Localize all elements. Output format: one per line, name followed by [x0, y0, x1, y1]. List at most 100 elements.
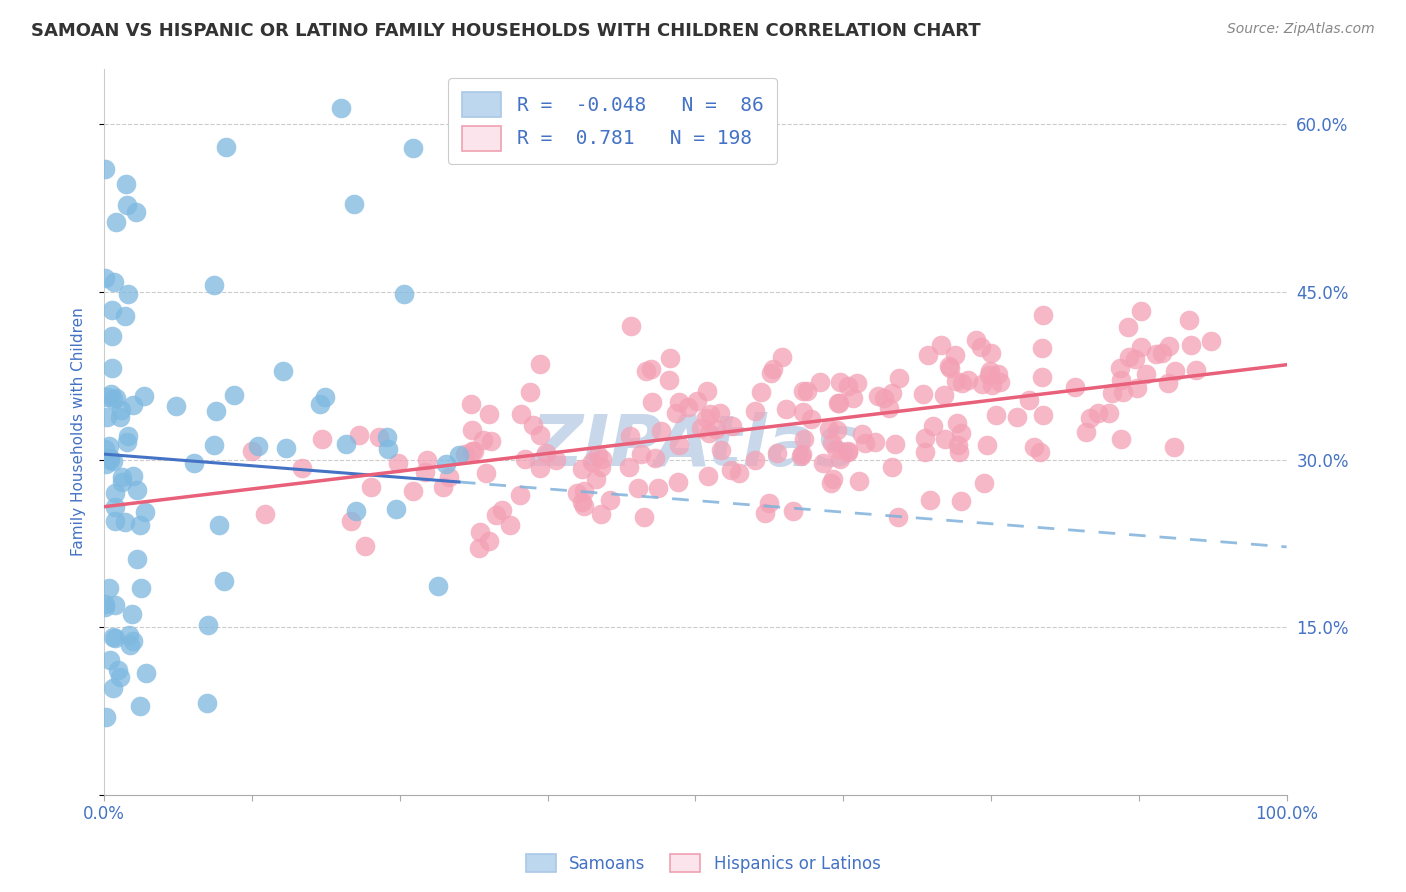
- Point: [887, 371, 910, 385]
- Point: [1031, 341, 1053, 355]
- Point: [107, 663, 129, 677]
- Point: [948, 444, 970, 458]
- Point: [247, 439, 270, 453]
- Point: [571, 495, 593, 509]
- Point: [828, 396, 851, 410]
- Point: [912, 387, 935, 401]
- Point: [599, 492, 621, 507]
- Point: [981, 378, 1004, 392]
- Point: [491, 503, 513, 517]
- Point: [546, 452, 568, 467]
- Point: [117, 428, 139, 442]
- Point: [103, 275, 125, 289]
- Point: [240, 443, 263, 458]
- Point: [100, 387, 122, 401]
- Point: [866, 389, 889, 403]
- Point: [291, 461, 314, 475]
- Point: [949, 493, 972, 508]
- Point: [432, 480, 454, 494]
- Point: [877, 401, 900, 415]
- Point: [1031, 370, 1053, 384]
- Point: [510, 407, 533, 421]
- Point: [796, 384, 818, 398]
- Point: [128, 699, 150, 714]
- Point: [447, 448, 470, 462]
- Point: [427, 579, 450, 593]
- Point: [686, 393, 709, 408]
- Point: [104, 215, 127, 229]
- Point: [666, 475, 689, 490]
- Point: [1074, 425, 1097, 439]
- Point: [793, 432, 815, 446]
- Y-axis label: Family Households with Children: Family Households with Children: [72, 308, 86, 557]
- Point: [202, 278, 225, 293]
- Point: [1109, 433, 1132, 447]
- Point: [254, 507, 277, 521]
- Point: [932, 388, 955, 402]
- Point: [121, 469, 143, 483]
- Point: [1135, 367, 1157, 381]
- Point: [114, 309, 136, 323]
- Point: [710, 443, 733, 458]
- Point: [453, 447, 475, 461]
- Point: [987, 367, 1010, 381]
- Point: [979, 368, 1001, 383]
- Point: [820, 476, 842, 491]
- Point: [509, 488, 531, 502]
- Text: Source: ZipAtlas.com: Source: ZipAtlas.com: [1227, 22, 1375, 37]
- Point: [572, 499, 595, 513]
- Point: [1185, 362, 1208, 376]
- Point: [585, 472, 607, 486]
- Point: [744, 403, 766, 417]
- Point: [626, 481, 648, 495]
- Point: [115, 198, 138, 212]
- Point: [761, 362, 783, 376]
- Point: [534, 445, 557, 459]
- Point: [118, 638, 141, 652]
- Point: [460, 397, 482, 411]
- Point: [1163, 440, 1185, 454]
- Point: [591, 451, 613, 466]
- Point: [1144, 347, 1167, 361]
- Point: [676, 400, 699, 414]
- Point: [571, 461, 593, 475]
- Point: [101, 360, 124, 375]
- Point: [720, 463, 742, 477]
- Point: [589, 507, 612, 521]
- Point: [572, 483, 595, 498]
- Point: [619, 428, 641, 442]
- Point: [202, 438, 225, 452]
- Point: [821, 436, 844, 450]
- Point: [979, 364, 1001, 378]
- Point: [479, 434, 502, 448]
- Point: [808, 375, 831, 389]
- Point: [110, 403, 132, 417]
- Point: [461, 444, 484, 458]
- Point: [644, 450, 666, 465]
- Point: [478, 534, 501, 549]
- Point: [845, 376, 868, 390]
- Point: [339, 514, 361, 528]
- Point: [709, 407, 731, 421]
- Point: [945, 375, 967, 389]
- Point: [97, 581, 120, 595]
- Point: [825, 442, 848, 456]
- Point: [828, 375, 851, 389]
- Point: [965, 334, 987, 348]
- Point: [1164, 364, 1187, 378]
- Point: [485, 508, 508, 522]
- Point: [529, 358, 551, 372]
- Point: [94, 162, 117, 177]
- Point: [1116, 320, 1139, 334]
- Text: SAMOAN VS HISPANIC OR LATINO FAMILY HOUSEHOLDS WITH CHILDREN CORRELATION CHART: SAMOAN VS HISPANIC OR LATINO FAMILY HOUS…: [31, 22, 980, 40]
- Point: [782, 503, 804, 517]
- Point: [110, 470, 132, 484]
- Point: [1112, 385, 1135, 400]
- Point: [212, 574, 235, 588]
- Point: [800, 412, 823, 426]
- Point: [385, 502, 408, 516]
- Point: [917, 348, 939, 362]
- Point: [94, 457, 117, 471]
- Point: [792, 404, 814, 418]
- Point: [1101, 386, 1123, 401]
